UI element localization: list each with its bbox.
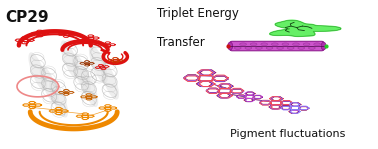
FancyBboxPatch shape: [230, 41, 324, 51]
Ellipse shape: [261, 43, 268, 46]
Polygon shape: [270, 20, 341, 36]
Text: Transfer: Transfer: [157, 36, 204, 49]
Ellipse shape: [308, 47, 315, 49]
Ellipse shape: [293, 43, 299, 46]
Ellipse shape: [298, 47, 305, 49]
Ellipse shape: [303, 43, 310, 46]
Ellipse shape: [287, 47, 294, 49]
Ellipse shape: [40, 66, 59, 104]
Ellipse shape: [277, 47, 284, 49]
Ellipse shape: [100, 61, 119, 100]
Ellipse shape: [228, 42, 232, 50]
Ellipse shape: [266, 47, 273, 49]
Ellipse shape: [234, 47, 241, 49]
Text: Pigment fluctuations: Pigment fluctuations: [229, 129, 345, 139]
Ellipse shape: [89, 45, 108, 83]
Ellipse shape: [271, 43, 278, 46]
Ellipse shape: [49, 79, 68, 118]
Ellipse shape: [28, 52, 47, 91]
Ellipse shape: [60, 40, 79, 79]
Ellipse shape: [245, 47, 252, 49]
Ellipse shape: [79, 69, 98, 107]
Ellipse shape: [250, 43, 257, 46]
Text: CP29: CP29: [5, 10, 48, 25]
Text: Triplet Energy: Triplet Energy: [157, 7, 239, 20]
Ellipse shape: [282, 43, 289, 46]
Ellipse shape: [314, 43, 321, 46]
Ellipse shape: [321, 42, 326, 50]
Ellipse shape: [240, 43, 246, 46]
Ellipse shape: [256, 47, 262, 49]
Ellipse shape: [72, 54, 91, 92]
